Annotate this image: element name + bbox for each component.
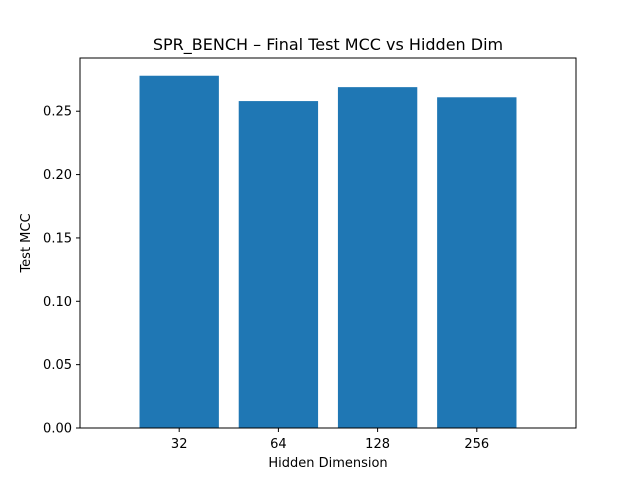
- y-tick-label: 0.00: [43, 422, 72, 437]
- x-tick-label: 128: [365, 437, 390, 452]
- x-tick-label: 64: [270, 437, 287, 452]
- y-tick-label: 0.15: [43, 231, 72, 246]
- x-axis-label: Hidden Dimension: [268, 456, 387, 471]
- plot-area-frame: [79, 57, 577, 429]
- y-axis-label: Test MCC: [19, 213, 34, 273]
- x-axis-ticks: 32 64 128 256: [171, 428, 489, 452]
- bars-layer: [139, 75, 517, 429]
- bar-128: [337, 87, 418, 428]
- y-axis-ticks: 0.00 0.05 0.10 0.15 0.20 0.25: [43, 105, 80, 437]
- y-tick-label: 0.25: [43, 105, 72, 120]
- x-tick-label: 256: [464, 437, 489, 452]
- y-tick-label: 0.20: [43, 168, 72, 183]
- y-tick-label: 0.05: [43, 358, 72, 373]
- y-tick-label: 0.10: [43, 295, 72, 310]
- bar-64: [238, 101, 319, 428]
- chart-title: SPR_BENCH – Final Test MCC vs Hidden Dim: [153, 35, 503, 55]
- bar-32: [139, 75, 219, 429]
- x-tick-label: 32: [171, 437, 188, 452]
- bar-256: [437, 97, 517, 428]
